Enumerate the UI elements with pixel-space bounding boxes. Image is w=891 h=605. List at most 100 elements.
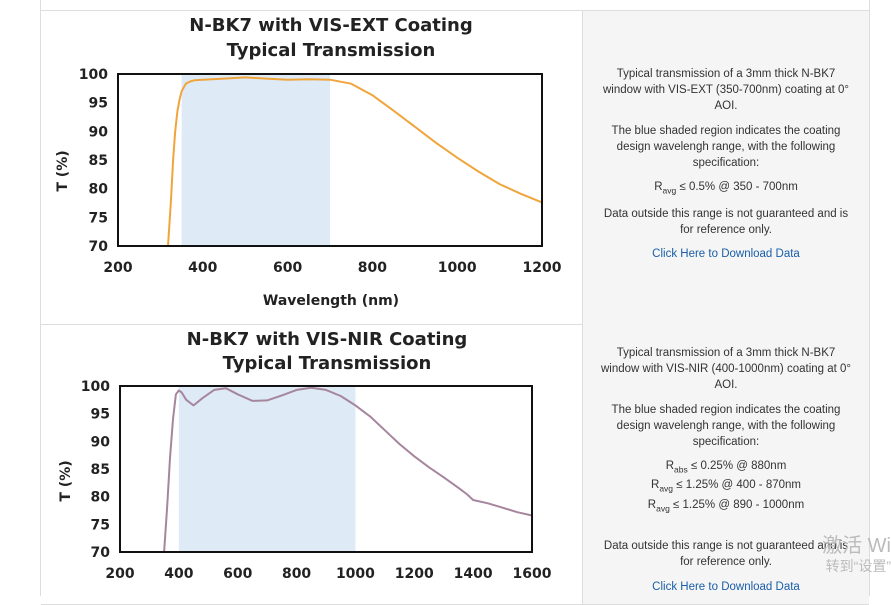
y-tick-labels: 70 75 80 85 90 95 100 [81, 379, 110, 561]
spec-subscript: avg [656, 502, 670, 513]
spec-value: ≤ 1.25% @ 890 - 1000nm [673, 498, 805, 511]
chart-cell-vis-nir: N-BK7 with VIS-NIR Coating Typical Trans… [41, 324, 583, 604]
x-tick-label: 200 [103, 260, 132, 276]
description-line: AOI. [714, 100, 738, 112]
reference-line: for reference only. [680, 224, 772, 237]
y-tick-label: 75 [89, 210, 108, 226]
note-line: design wavelengh range, with the followi… [616, 420, 836, 432]
reference-note: Data outside this range is not guarantee… [593, 206, 859, 238]
y-tick-label: 70 [91, 545, 111, 561]
x-tick-label: 1000 [438, 260, 477, 276]
y-tick-label: 85 [89, 153, 108, 169]
y-tick-label: 90 [89, 124, 109, 140]
spec-symbol: R [647, 498, 657, 511]
spec-symbol: R [654, 181, 663, 193]
y-tick-label: 90 [91, 434, 111, 450]
x-axis-label: Wavelength (nm) [263, 293, 399, 309]
curve-group [163, 386, 533, 553]
spec-value: ≤ 1.25% @ 400 - 870nm [676, 479, 801, 492]
spec-symbol: R [665, 460, 675, 472]
y-tick-labels: 70 75 80 85 90 95 100 [79, 67, 108, 255]
spec-value: ≤ 0.5% @ 350 - 700nm [679, 181, 798, 193]
description-line: window with VIS-NIR (400-1000nm) coating… [600, 363, 852, 375]
table-row-vis-nir: N-BK7 with VIS-NIR Coating Typical Trans… [41, 324, 869, 605]
info-block: Typical transmission of a 3mm thick N-BK… [593, 345, 859, 595]
shaded-region [178, 386, 356, 552]
x-tick-label: 1400 [454, 566, 493, 582]
spec-line: Ravg ≤ 1.25% @ 400 - 870nm [593, 477, 859, 496]
spec-subscript: abs [674, 464, 688, 475]
spec-subscript: avg [659, 483, 674, 494]
note-line: design wavelengh range, with the followi… [616, 141, 836, 153]
reference-line: for reference only. [680, 555, 772, 568]
y-tick-label: 95 [89, 96, 108, 112]
reference-line: Data outside this range is not guarantee… [603, 539, 849, 552]
shaded-region-note: The blue shaded region indicates the coa… [593, 402, 859, 450]
description-line: Typical transmission of a 3mm thick N-BK… [616, 347, 836, 359]
description-text: Typical transmission of a 3mm thick N-BK… [593, 66, 859, 114]
chart-title-line2: Typical Transmission [227, 40, 436, 61]
y-tick-label: 70 [89, 239, 109, 255]
x-tick-label: 200 [105, 566, 134, 582]
y-tick-label: 100 [79, 67, 108, 83]
download-data-link[interactable]: Click Here to Download Data [652, 580, 800, 593]
plot-frame [117, 73, 543, 247]
note-line: specification: [692, 436, 760, 448]
note-line: The blue shaded region indicates the coa… [611, 125, 841, 137]
vis-ext-chart: N-BK7 with VIS-EXT Coating Typical Trans… [55, 15, 562, 309]
y-axis-label: T (%) [55, 150, 71, 191]
x-tick-label: 1600 [513, 566, 552, 582]
y-axis-label: T (%) [58, 460, 74, 501]
x-tick-label: 800 [282, 566, 311, 582]
note-line: The blue shaded region indicates the coa… [611, 404, 841, 416]
shaded-region-note: The blue shaded region indicates the coa… [593, 123, 859, 171]
activation-watermark-sub: 转到“设置” [825, 558, 891, 574]
y-tick-label: 100 [81, 379, 110, 395]
y-tick-label: 75 [91, 517, 110, 533]
download-data-link[interactable]: Click Here to Download Data [652, 248, 800, 261]
curve-group [167, 76, 543, 247]
x-tick-label: 1000 [336, 566, 375, 582]
spec-value: ≤ 0.25% @ 880nm [690, 460, 787, 472]
y-tick-label: 85 [91, 462, 110, 478]
chart-cell-vis-ext: N-BK7 with VIS-EXT Coating Typical Trans… [41, 11, 583, 324]
chart-title-line1: N-BK7 with VIS-EXT Coating [189, 15, 472, 36]
note-line: specification: [692, 157, 760, 169]
transmission-curve [163, 386, 533, 553]
reference-note: Data outside this range is not guarantee… [593, 538, 859, 570]
x-tick-labels: 200 400 600 800 1000 1200 1400 1600 [105, 566, 551, 582]
chart-title-line1: N-BK7 with VIS-NIR Coating [187, 329, 468, 350]
reference-line: Data outside this range is not guarantee… [603, 208, 849, 221]
chart-title-line2: Typical Transmission [223, 353, 432, 374]
info-cell-vis-ext: Typical transmission of a 3mm thick N-BK… [583, 11, 869, 324]
spec-subscript: avg [662, 185, 677, 196]
x-tick-label: 1200 [523, 260, 562, 276]
table-row-vis-ext: N-BK7 with VIS-EXT Coating Typical Trans… [41, 10, 869, 325]
spec-line: Ravg ≤ 0.5% @ 350 - 700nm [593, 179, 859, 198]
info-cell-vis-nir: Typical transmission of a 3mm thick N-BK… [583, 324, 869, 604]
spec-symbol: R [651, 479, 660, 492]
description-line: Typical transmission of a 3mm thick N-BK… [616, 68, 836, 80]
shaded-region [181, 74, 330, 246]
x-tick-label: 400 [164, 566, 193, 582]
x-tick-label: 600 [223, 566, 252, 582]
activation-watermark: 激活 Wi [822, 535, 891, 557]
x-tick-labels: 200 400 600 800 1000 1200 [103, 260, 561, 276]
y-tick-label: 80 [91, 490, 111, 506]
spec-line: Rabs ≤ 0.25% @ 880nm [593, 458, 859, 477]
x-tick-label: 800 [358, 260, 387, 276]
info-block: Typical transmission of a 3mm thick N-BK… [593, 66, 859, 262]
x-tick-label: 600 [273, 260, 302, 276]
description-text: Typical transmission of a 3mm thick N-BK… [593, 345, 859, 393]
plot-frame [119, 385, 533, 553]
x-tick-label: 1200 [395, 566, 434, 582]
spec-line: Ravg ≤ 1.25% @ 890 - 1000nm [593, 497, 859, 516]
y-tick-label: 80 [89, 182, 109, 198]
x-tick-label: 400 [188, 260, 217, 276]
y-tick-label: 95 [91, 407, 110, 423]
vis-nir-chart: N-BK7 with VIS-NIR Coating Typical Trans… [58, 329, 552, 582]
description-line: window with VIS-EXT (350-700nm) coating … [602, 84, 849, 96]
product-table: N-BK7 with VIS-EXT Coating Typical Trans… [40, 0, 870, 605]
transmission-curve [167, 76, 543, 247]
description-line: AOI. [714, 379, 738, 391]
